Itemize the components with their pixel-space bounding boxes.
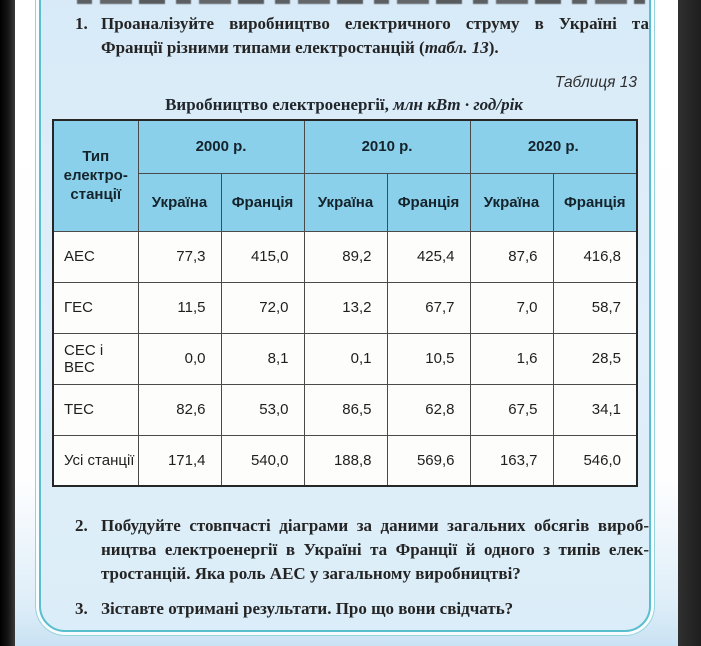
table-title-units: млн кВт · год/рік <box>393 95 523 114</box>
row-label: ГЕС <box>52 281 139 334</box>
row-label: АЕС <box>52 230 139 283</box>
value-cell: 7,0 <box>469 281 554 334</box>
value-cell: 415,0 <box>220 230 305 283</box>
value-cell: 72,0 <box>220 281 305 334</box>
value-cell: 13,2 <box>303 281 388 334</box>
value-cell: 28,5 <box>552 332 638 385</box>
value-cell: 67,7 <box>386 281 471 334</box>
value-cell: 77,3 <box>137 230 222 283</box>
value-cell: 58,7 <box>552 281 638 334</box>
value-cell: 546,0 <box>552 434 638 487</box>
table-row: СЕС і ВЕС 0,0 8,1 0,1 10,5 1,6 28,5 <box>52 332 638 385</box>
value-cell: 171,4 <box>137 434 222 487</box>
table-title: Виробництво електроенергії, млн кВт · го… <box>165 95 523 114</box>
country-header: Україна <box>469 172 554 232</box>
country-header: Франція <box>552 172 638 232</box>
right-black-bar <box>678 0 701 646</box>
value-cell: 62,8 <box>386 383 471 436</box>
task-1-number: 1. <box>75 14 88 33</box>
table-caption: Таблиця 13 <box>554 74 637 91</box>
value-cell: 1,6 <box>469 332 554 385</box>
value-cell: 86,5 <box>303 383 388 436</box>
task-3-number: 3. <box>75 599 88 618</box>
value-cell: 425,4 <box>386 230 471 283</box>
value-cell: 87,6 <box>469 230 554 283</box>
country-header: Україна <box>303 172 388 232</box>
corner-header: Тип електро- станції <box>52 119 139 232</box>
value-cell: 0,1 <box>303 332 388 385</box>
production-table-wrap: Тип електро- станції 2000 р. 2010 р. 202… <box>52 119 638 487</box>
value-cell: 163,7 <box>469 434 554 487</box>
country-header: Франція <box>220 172 305 232</box>
table-row: АЕС 77,3 415,0 89,2 425,4 87,6 416,8 <box>52 230 638 283</box>
task-1-line-1: Проаналізуйте виробництво електричного с… <box>101 14 649 33</box>
country-header: Франція <box>386 172 471 232</box>
task-2-line-3: тростанцій. Яка роль АЕС у загальному ви… <box>101 564 521 583</box>
value-cell: 569,6 <box>386 434 471 487</box>
value-cell: 11,5 <box>137 281 222 334</box>
value-cell: 0,0 <box>137 332 222 385</box>
year-header-2010: 2010 р. <box>303 119 471 174</box>
task-2-line-1: Побудуйте стовпчасті діаграми за даними … <box>101 516 649 535</box>
row-label: Усі станції <box>52 434 139 487</box>
value-cell: 416,8 <box>552 230 638 283</box>
row-label: ТЕС <box>52 383 139 436</box>
value-cell: 8,1 <box>220 332 305 385</box>
row-label: СЕС і ВЕС <box>52 332 139 385</box>
task-1: 1. Проаналізуйте виробництво електричног… <box>75 12 649 60</box>
value-cell: 89,2 <box>303 230 388 283</box>
table-row: ТЕС 82,6 53,0 86,5 62,8 67,5 34,1 <box>52 383 638 436</box>
value-cell: 540,0 <box>220 434 305 487</box>
value-cell: 10,5 <box>386 332 471 385</box>
clipped-text-line <box>77 0 645 4</box>
value-cell: 188,8 <box>303 434 388 487</box>
task-1-line-2: Франції різними типами електростанцій (т… <box>101 38 499 57</box>
task-2-line-2: ництва електроенергії в Україні та Франц… <box>101 540 649 559</box>
task-2: 2. Побудуйте стовпчасті діаграми за дани… <box>75 514 649 586</box>
country-header: Україна <box>137 172 222 232</box>
task-2-number: 2. <box>75 516 88 535</box>
year-header-2020: 2020 р. <box>469 119 638 174</box>
task-3: 3. Зіставте отримані результати. Про що … <box>75 597 649 621</box>
table-row: ГЕС 11,5 72,0 13,2 67,7 7,0 58,7 <box>52 281 638 334</box>
task-3-line-1: Зіставте отримані результати. Про що вон… <box>101 599 514 618</box>
value-cell: 82,6 <box>137 383 222 436</box>
table-row: Усі станції 171,4 540,0 188,8 569,6 163,… <box>52 434 638 487</box>
left-black-bar <box>0 0 15 646</box>
year-header-2000: 2000 р. <box>137 119 305 174</box>
value-cell: 34,1 <box>552 383 638 436</box>
value-cell: 53,0 <box>220 383 305 436</box>
production-table: Тип електро- станції 2000 р. 2010 р. 202… <box>52 119 638 487</box>
value-cell: 67,5 <box>469 383 554 436</box>
exercise-panel: 1. Проаналізуйте виробництво електричног… <box>39 0 651 632</box>
